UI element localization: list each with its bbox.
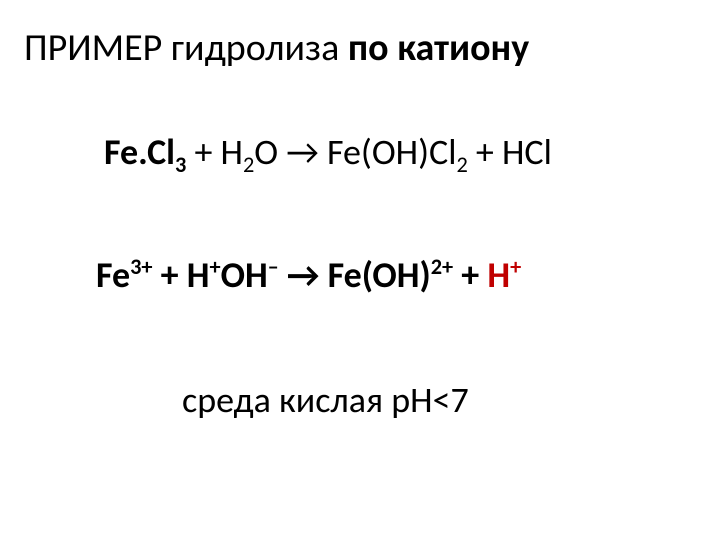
- eq2-minus: –: [268, 253, 279, 280]
- eq2-h-red: H: [487, 253, 510, 297]
- eq2-plus: +: [453, 253, 487, 297]
- equation-ionic: Fe3+ + H+OH– → Fe(OH)2+ + H+: [96, 253, 696, 298]
- eq2-2plus: 2+: [431, 253, 453, 280]
- eq2-hplus1: +: [209, 253, 220, 280]
- eq1-sub3: 3: [175, 151, 186, 178]
- eq1-plus-h: + H: [186, 130, 243, 174]
- eq1-hcl: + HCl: [468, 130, 552, 174]
- eq2-plus-h: + H: [153, 253, 210, 297]
- equation-molecular: Fe.Cl3 + H2O → Fe(OH)Cl2 + HCl: [104, 130, 696, 175]
- title-part2: по катиону: [348, 25, 529, 71]
- eq2-hplus-red: +: [510, 253, 521, 280]
- eq1-fe: Fe: [104, 130, 138, 174]
- title-part1: ПРИМЕР гидролиза: [24, 25, 348, 71]
- eq1-sub2a: 2: [243, 151, 254, 178]
- slide: { "title": { "part1": "ПРИМЕР гидролиза …: [0, 0, 720, 540]
- eq1-rhs1: O → Fe(OH)Cl: [254, 130, 456, 174]
- eq1-sub2b: 2: [456, 151, 467, 178]
- eq2-arrow-feoh: → Fe(OH): [279, 253, 431, 297]
- equation-conclusion: среда кислая pH<7: [182, 378, 696, 423]
- slide-title: ПРИМЕР гидролиза по катиону: [24, 28, 696, 70]
- eq1-cl: Cl: [147, 130, 175, 174]
- eq2-3plus: 3+: [130, 253, 152, 280]
- conclusion-text: среда кислая pH<7: [182, 378, 469, 422]
- eq2-fe: Fe: [96, 253, 130, 297]
- eq2-oh: OH: [221, 253, 268, 297]
- eq1-dot: .: [138, 130, 147, 174]
